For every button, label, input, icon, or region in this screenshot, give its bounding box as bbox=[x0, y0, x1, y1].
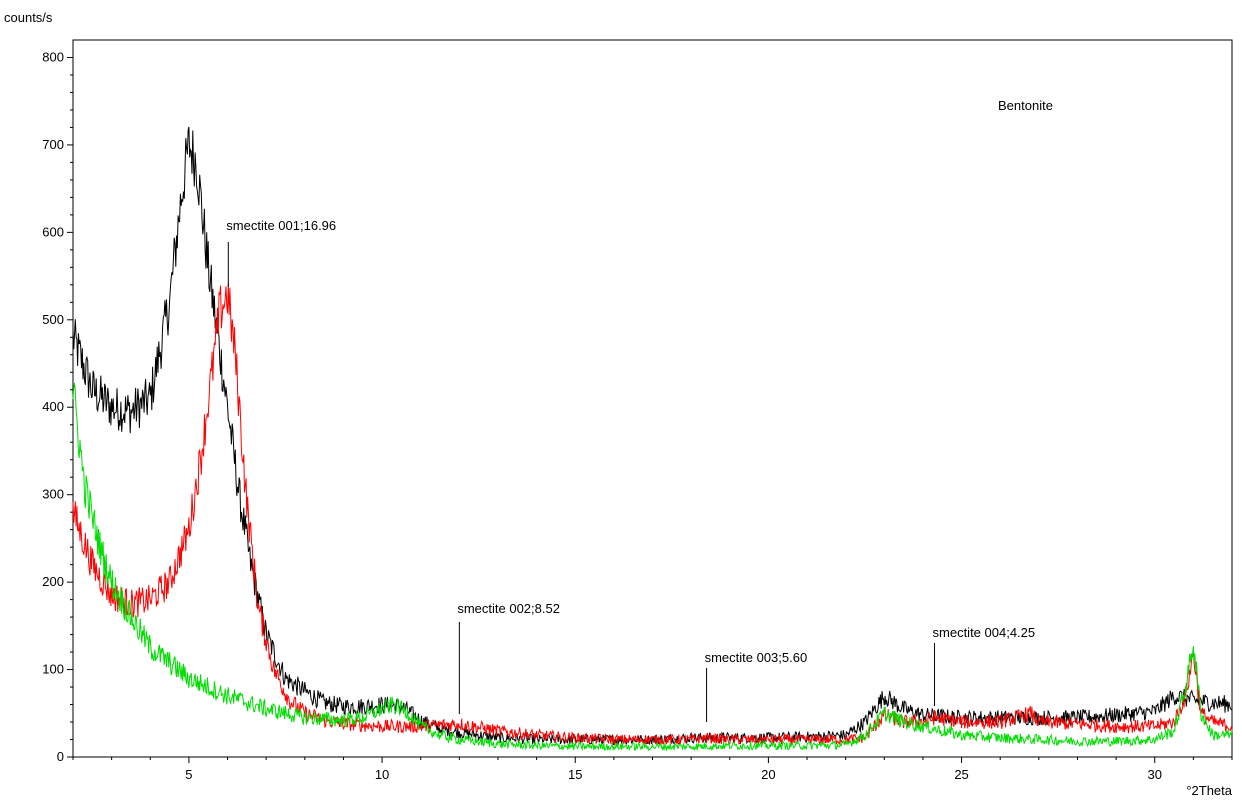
y-tick-label: 300 bbox=[42, 487, 64, 502]
annotation-label: smectite 003;5.60 bbox=[705, 650, 808, 665]
x-tick-label: 5 bbox=[185, 767, 192, 782]
series-line-0 bbox=[72, 126, 1233, 746]
plot-frame bbox=[72, 39, 1233, 758]
y-tick-label: 800 bbox=[42, 49, 64, 64]
x-tick-label: 20 bbox=[761, 767, 775, 782]
annotation-label: smectite 001;16.96 bbox=[226, 218, 336, 233]
annotation-label: smectite 004;4.25 bbox=[933, 625, 1036, 640]
y-tick-label: 100 bbox=[42, 662, 64, 677]
series-line-1 bbox=[72, 283, 1233, 746]
y-axis-label: counts/s bbox=[4, 10, 53, 25]
x-tick-label: 15 bbox=[568, 767, 582, 782]
y-tick-label: 700 bbox=[42, 137, 64, 152]
y-tick-label: 500 bbox=[42, 312, 64, 327]
y-tick-label: 200 bbox=[42, 574, 64, 589]
x-tick-label: 30 bbox=[1147, 767, 1161, 782]
plot-area: 5 10 15 20 25 300100200300400500600700800smec… bbox=[42, 39, 1233, 782]
y-tick-label: 0 bbox=[57, 749, 64, 764]
x-tick-label: 10 bbox=[375, 767, 389, 782]
sample-label: Bentonite bbox=[998, 98, 1053, 113]
x-tick-label: 25 bbox=[954, 767, 968, 782]
series-line-2 bbox=[72, 382, 1233, 752]
x-axis-label: °2Theta bbox=[1186, 783, 1232, 798]
y-tick-label: 600 bbox=[42, 224, 64, 239]
y-tick-label: 400 bbox=[42, 399, 64, 414]
annotation-label: smectite 002;8.52 bbox=[457, 601, 560, 616]
